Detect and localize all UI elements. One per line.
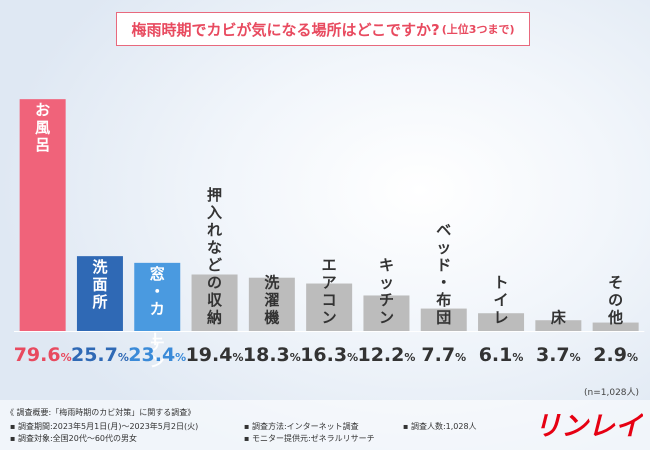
bar-4 xyxy=(191,274,238,331)
bar-10 xyxy=(535,320,582,331)
survey-footer: 《 調査概要:「梅雨時期のカビ対策」に関する調査》 ▪ 調査期間:2023年5月… xyxy=(0,400,650,450)
chart-subtitle: (上位3つまで) xyxy=(441,23,515,36)
category-label-1: お風呂 xyxy=(35,101,50,154)
value-label-3: 23.4% xyxy=(128,344,186,366)
survey-method: ▪ 調査方法:インターネット調査 xyxy=(244,422,359,431)
chart-title: 梅雨時期でカビが気になる場所はどこですか? xyxy=(131,20,440,39)
value-label-11: 2.9% xyxy=(593,344,638,366)
survey-heading: 《 調査概要:「梅雨時期のカビ対策」に関する調査》 xyxy=(6,408,196,417)
bar-6 xyxy=(306,283,353,331)
category-label-5: 洗濯機 xyxy=(264,274,279,327)
value-label-6: 16.3% xyxy=(300,344,358,366)
sample-size-note: (n=1,028人) xyxy=(584,388,640,398)
bar-2 xyxy=(76,256,123,331)
brand-logo: リンレイ xyxy=(534,411,643,442)
category-label-4: 押入れなどの収納 xyxy=(207,186,223,327)
bar-11 xyxy=(592,322,639,331)
survey-provider: ▪ モニター提供元:ゼネラルリサーチ xyxy=(244,434,375,443)
bar-3 xyxy=(134,262,181,331)
category-label-8: ベッド・布団 xyxy=(436,221,451,327)
bar-1 xyxy=(19,99,66,331)
value-label-8: 7.7% xyxy=(421,344,466,366)
bar-8 xyxy=(420,308,467,331)
survey-count: ▪ 調査人数:1,028人 xyxy=(403,422,477,431)
category-label-7: キッチン xyxy=(379,256,394,327)
value-label-5: 18.3% xyxy=(243,344,301,366)
bar-5 xyxy=(248,277,295,331)
value-label-9: 6.1% xyxy=(479,344,524,366)
value-label-7: 12.2% xyxy=(357,344,415,366)
category-label-10: 床 xyxy=(551,309,567,327)
survey-period: ▪ 調査期間:2023年5月1日(月)〜2023年5月2日(火) xyxy=(10,422,199,431)
chart-title-box: 梅雨時期でカビが気になる場所はどこですか? (上位3つまで) xyxy=(116,12,530,46)
value-label-4: 19.4% xyxy=(186,344,244,366)
category-label-11: その他 xyxy=(607,274,623,327)
value-label-10: 3.7% xyxy=(536,344,581,366)
category-label-6: エアコン xyxy=(322,256,337,327)
bar-7 xyxy=(363,295,410,331)
category-label-2: 洗面所 xyxy=(92,258,107,311)
survey-target: ▪ 調査対象:全国20代〜60代の男女 xyxy=(10,434,138,443)
bar-9 xyxy=(478,313,525,331)
value-label-2: 25.7% xyxy=(71,344,129,366)
brand-logo-text: リンレイ xyxy=(534,411,643,442)
category-label-9: トイレ xyxy=(494,274,509,327)
value-label-1: 79.6% xyxy=(14,344,72,366)
category-label-3: 窓・カーテン xyxy=(146,265,165,371)
